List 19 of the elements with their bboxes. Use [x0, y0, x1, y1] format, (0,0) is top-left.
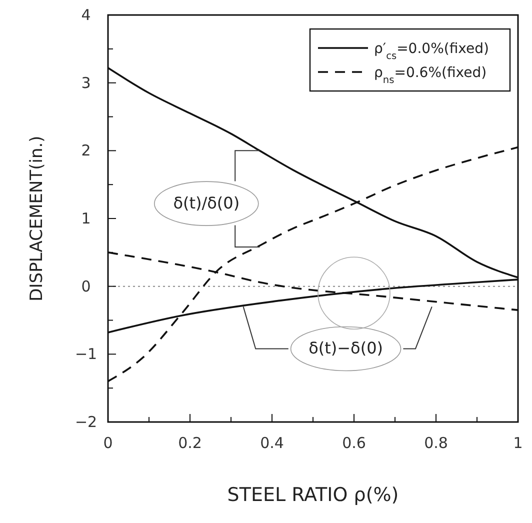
- annotation: δ(t)−δ(0): [308, 338, 384, 358]
- x-axis-title: STEEL RATIO ρ(%): [227, 484, 399, 506]
- x-tick-label: 0: [103, 434, 113, 452]
- y-tick-label: 4: [81, 6, 91, 24]
- x-tick-label: 0.8: [424, 434, 448, 452]
- legend-label: ρ$_{ns}$=0.6%(fixed): [374, 65, 487, 86]
- legend-label: ρ′$_{cs}$=0.0%(fixed): [374, 41, 489, 62]
- x-tick-label: 0.4: [260, 434, 284, 452]
- x-tick-label: 1: [513, 434, 523, 452]
- y-axis-title: DISPLACEMENT(in.): [27, 136, 47, 302]
- y-tick-label: 1: [81, 210, 91, 228]
- x-tick-label: 0.2: [178, 434, 202, 452]
- y-tick-label: 3: [81, 74, 91, 92]
- annotation: δ(t)/δ(0): [173, 194, 240, 213]
- y-tick-label: 2: [81, 142, 91, 160]
- x-tick-label: 0.6: [342, 434, 366, 452]
- y-tick-label: −2: [74, 413, 98, 431]
- y-tick-label: 0: [81, 277, 91, 296]
- y-tick-label: −1: [74, 345, 98, 364]
